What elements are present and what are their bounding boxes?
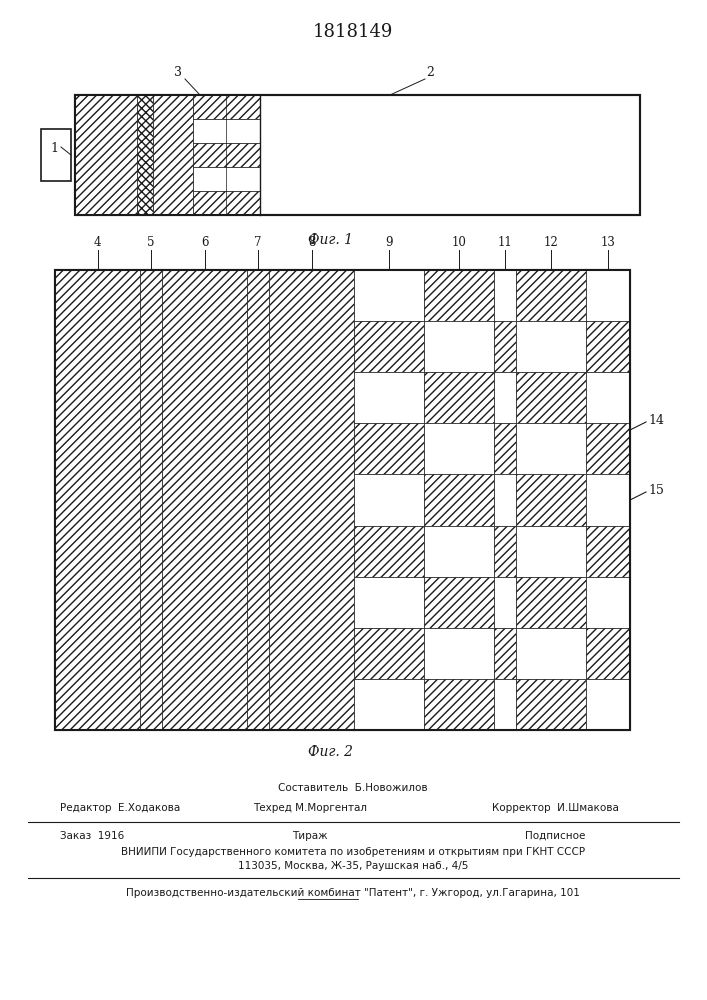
Bar xyxy=(75,95,640,215)
Bar xyxy=(516,628,586,679)
Bar xyxy=(354,679,424,730)
Text: 10: 10 xyxy=(452,235,467,248)
Bar xyxy=(424,372,494,423)
Text: ВНИИПИ Государственного комитета по изобретениям и открытиям при ГКНТ СССР: ВНИИПИ Государственного комитета по изоб… xyxy=(121,847,585,857)
Text: 14: 14 xyxy=(648,414,664,426)
Text: 7: 7 xyxy=(255,235,262,248)
Bar xyxy=(586,474,630,526)
Bar xyxy=(586,372,630,423)
Bar xyxy=(424,423,494,474)
Text: Тираж: Тираж xyxy=(292,831,328,841)
Bar xyxy=(75,95,137,215)
Bar xyxy=(140,270,162,730)
Text: Техред М.Моргентал: Техред М.Моргентал xyxy=(253,803,367,813)
Bar xyxy=(424,474,494,526)
Bar xyxy=(516,423,586,474)
Bar xyxy=(494,526,516,577)
Bar xyxy=(586,270,630,321)
Bar xyxy=(354,526,424,577)
Bar xyxy=(494,628,516,679)
Bar xyxy=(424,577,494,628)
Bar xyxy=(494,577,516,628)
Bar xyxy=(193,143,260,167)
Bar xyxy=(354,270,424,321)
Text: Редактор  Е.Ходакова: Редактор Е.Ходакова xyxy=(60,803,180,813)
Bar xyxy=(494,270,516,321)
Text: Фиг. 2: Фиг. 2 xyxy=(308,745,353,759)
Bar xyxy=(424,628,494,679)
Text: 6: 6 xyxy=(201,235,209,248)
Bar xyxy=(162,270,247,730)
Bar xyxy=(424,321,494,372)
Bar xyxy=(586,423,630,474)
Text: 3: 3 xyxy=(174,66,182,79)
Bar xyxy=(586,526,630,577)
Text: 15: 15 xyxy=(648,484,664,496)
Text: 1818149: 1818149 xyxy=(312,23,393,41)
Bar xyxy=(193,119,260,143)
Bar xyxy=(193,167,260,191)
Bar xyxy=(586,679,630,730)
Bar xyxy=(494,474,516,526)
Text: 13: 13 xyxy=(600,235,615,248)
Text: 9: 9 xyxy=(385,235,393,248)
Text: Заказ  1916: Заказ 1916 xyxy=(60,831,124,841)
Bar xyxy=(516,321,586,372)
Text: 5: 5 xyxy=(147,235,155,248)
Bar xyxy=(354,577,424,628)
Bar xyxy=(586,321,630,372)
Bar xyxy=(41,129,71,181)
Bar xyxy=(269,270,354,730)
Bar xyxy=(516,526,586,577)
Bar xyxy=(494,423,516,474)
Bar xyxy=(354,474,424,526)
Text: Фиг. 1: Фиг. 1 xyxy=(308,233,353,247)
Bar xyxy=(153,95,193,215)
Bar xyxy=(55,270,630,730)
Text: Подписное: Подписное xyxy=(525,831,585,841)
Bar xyxy=(354,423,424,474)
Text: 8: 8 xyxy=(308,235,315,248)
Bar xyxy=(193,191,260,215)
Text: 11: 11 xyxy=(498,235,513,248)
Bar xyxy=(494,321,516,372)
Bar xyxy=(516,270,586,321)
Bar xyxy=(516,372,586,423)
Bar xyxy=(55,270,630,730)
Bar xyxy=(424,526,494,577)
Bar xyxy=(586,577,630,628)
Bar xyxy=(494,679,516,730)
Text: Корректор  И.Шмакова: Корректор И.Шмакова xyxy=(491,803,619,813)
Bar xyxy=(516,474,586,526)
Bar xyxy=(354,372,424,423)
Bar xyxy=(354,628,424,679)
Text: 2: 2 xyxy=(426,66,434,79)
Bar xyxy=(75,95,640,215)
Text: 113035, Москва, Ж-35, Раушская наб., 4/5: 113035, Москва, Ж-35, Раушская наб., 4/5 xyxy=(238,861,468,871)
Bar xyxy=(424,270,494,321)
Bar xyxy=(137,95,153,215)
Bar xyxy=(586,628,630,679)
Bar xyxy=(516,679,586,730)
Bar xyxy=(75,95,260,215)
Bar xyxy=(247,270,269,730)
Bar xyxy=(424,679,494,730)
Text: 12: 12 xyxy=(544,235,559,248)
Text: Производственно-издательский комбинат "Патент", г. Ужгород, ул.Гагарина, 101: Производственно-издательский комбинат "П… xyxy=(126,888,580,898)
Text: 4: 4 xyxy=(94,235,101,248)
Bar xyxy=(354,321,424,372)
Bar xyxy=(494,372,516,423)
Text: 1: 1 xyxy=(50,141,58,154)
Bar xyxy=(516,577,586,628)
Bar xyxy=(55,270,140,730)
Text: Составитель  Б.Новожилов: Составитель Б.Новожилов xyxy=(278,783,428,793)
Bar xyxy=(193,95,260,119)
